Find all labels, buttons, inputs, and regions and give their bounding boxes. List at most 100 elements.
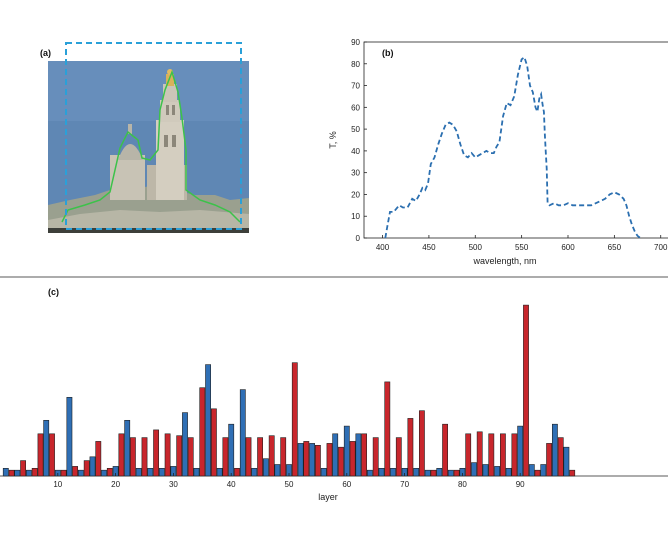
blue-bar xyxy=(366,469,373,477)
y-tick-label: 10 xyxy=(351,212,360,221)
x-tick-label: 70 xyxy=(400,480,409,489)
y-tick-label: 70 xyxy=(351,82,360,91)
red-bar xyxy=(118,433,125,477)
panel-a: (a) xyxy=(40,42,249,233)
red-bar xyxy=(8,469,15,477)
y-tick-label: 90 xyxy=(351,38,360,47)
red-bar xyxy=(106,467,113,477)
red-bar xyxy=(245,437,252,477)
x-tick-label: 700 xyxy=(654,243,668,252)
red-bar xyxy=(523,304,529,477)
x-tick-label: 80 xyxy=(458,480,467,489)
x-tick-label: 400 xyxy=(376,243,390,252)
blue-bar xyxy=(528,464,535,477)
x-tick-label: 550 xyxy=(515,243,529,252)
blue-bar xyxy=(239,389,246,477)
x-tick-label: 10 xyxy=(53,480,62,489)
blue-bar xyxy=(251,467,258,477)
blue-bar xyxy=(262,458,269,477)
red-bar xyxy=(372,437,379,477)
panel-c-x-axis-label: layer xyxy=(318,492,338,502)
y-tick-label: 80 xyxy=(351,60,360,69)
red-bar xyxy=(488,433,495,477)
blue-bar xyxy=(378,467,385,477)
blue-bar xyxy=(124,419,131,477)
red-bar xyxy=(153,429,159,477)
red-bar xyxy=(557,437,564,477)
red-bar xyxy=(211,408,217,477)
red-bar xyxy=(349,441,356,477)
red-bar xyxy=(37,433,44,477)
y-tick-label: 30 xyxy=(351,169,360,178)
blue-bar xyxy=(540,464,547,477)
red-bar xyxy=(83,460,90,477)
red-bar xyxy=(303,441,310,477)
blue-bar xyxy=(147,467,154,477)
blue-bar xyxy=(2,467,9,477)
red-bar xyxy=(222,437,229,477)
panel-b-label: (b) xyxy=(382,48,394,58)
red-bar xyxy=(95,441,102,477)
red-bar xyxy=(31,467,38,477)
red-bar xyxy=(20,460,26,477)
red-bar xyxy=(546,443,552,477)
blue-bar xyxy=(309,443,315,477)
blue-bar xyxy=(424,469,431,477)
blue-bar xyxy=(551,423,558,477)
blue-bar xyxy=(216,467,223,477)
panel-b-x-axis-label: wavelength, nm xyxy=(472,256,536,266)
blue-bar xyxy=(25,469,32,477)
blue-bar xyxy=(297,443,304,477)
transmission-series-line xyxy=(384,55,641,239)
blue-bar xyxy=(505,467,512,477)
x-tick-label: 30 xyxy=(169,480,178,489)
panel-c: 10 20 30 40 50 60 70 80 90 (c) layer xyxy=(0,276,668,502)
red-bar xyxy=(465,433,472,477)
blue-bar xyxy=(101,469,107,477)
x-tick-label: 60 xyxy=(342,480,351,489)
panel-b-y-axis: 0 10 20 30 40 50 60 70 80 90 xyxy=(351,38,367,243)
red-bar xyxy=(257,437,263,477)
blue-bar xyxy=(447,469,454,477)
blue-bar xyxy=(332,433,339,477)
red-bar xyxy=(430,469,437,477)
panel-c-bars xyxy=(2,304,576,477)
panel-b: 0 10 20 30 40 50 60 70 80 90 400 450 500 550 600 650 70… xyxy=(328,38,668,266)
red-bar xyxy=(291,362,298,477)
x-tick-label: 20 xyxy=(111,480,120,489)
red-bar xyxy=(72,466,78,477)
red-bar xyxy=(511,433,518,477)
x-tick-label: 90 xyxy=(516,480,525,489)
red-bar xyxy=(407,418,414,477)
blue-bar xyxy=(413,467,420,477)
red-bar xyxy=(187,437,194,477)
panel-c-label: (c) xyxy=(48,287,59,297)
red-bar xyxy=(49,433,55,477)
x-tick-label: 500 xyxy=(469,243,483,252)
x-tick-label: 600 xyxy=(561,243,575,252)
x-tick-label: 40 xyxy=(227,480,236,489)
panel-b-frame xyxy=(363,41,668,239)
x-tick-label: 50 xyxy=(285,480,294,489)
blue-bar xyxy=(436,467,443,477)
blue-bar xyxy=(482,464,489,477)
red-bar xyxy=(130,437,136,477)
red-bar xyxy=(384,381,391,477)
red-bar xyxy=(141,437,148,477)
blue-bar xyxy=(193,467,200,477)
red-bar xyxy=(164,433,171,477)
red-bar xyxy=(453,469,460,477)
x-tick-label: 650 xyxy=(608,243,622,252)
blue-bar xyxy=(205,364,211,477)
red-bar xyxy=(176,435,183,477)
red-bar xyxy=(476,431,483,477)
panel-b-x-axis: 400 450 500 550 600 650 700 xyxy=(376,235,668,252)
church-on-hill-photo xyxy=(48,61,249,233)
red-bar xyxy=(418,410,425,477)
red-bar xyxy=(338,446,344,477)
blue-bar xyxy=(320,467,327,477)
blue-bar xyxy=(355,433,362,477)
y-tick-label: 0 xyxy=(356,234,361,243)
blue-bar xyxy=(182,412,188,477)
